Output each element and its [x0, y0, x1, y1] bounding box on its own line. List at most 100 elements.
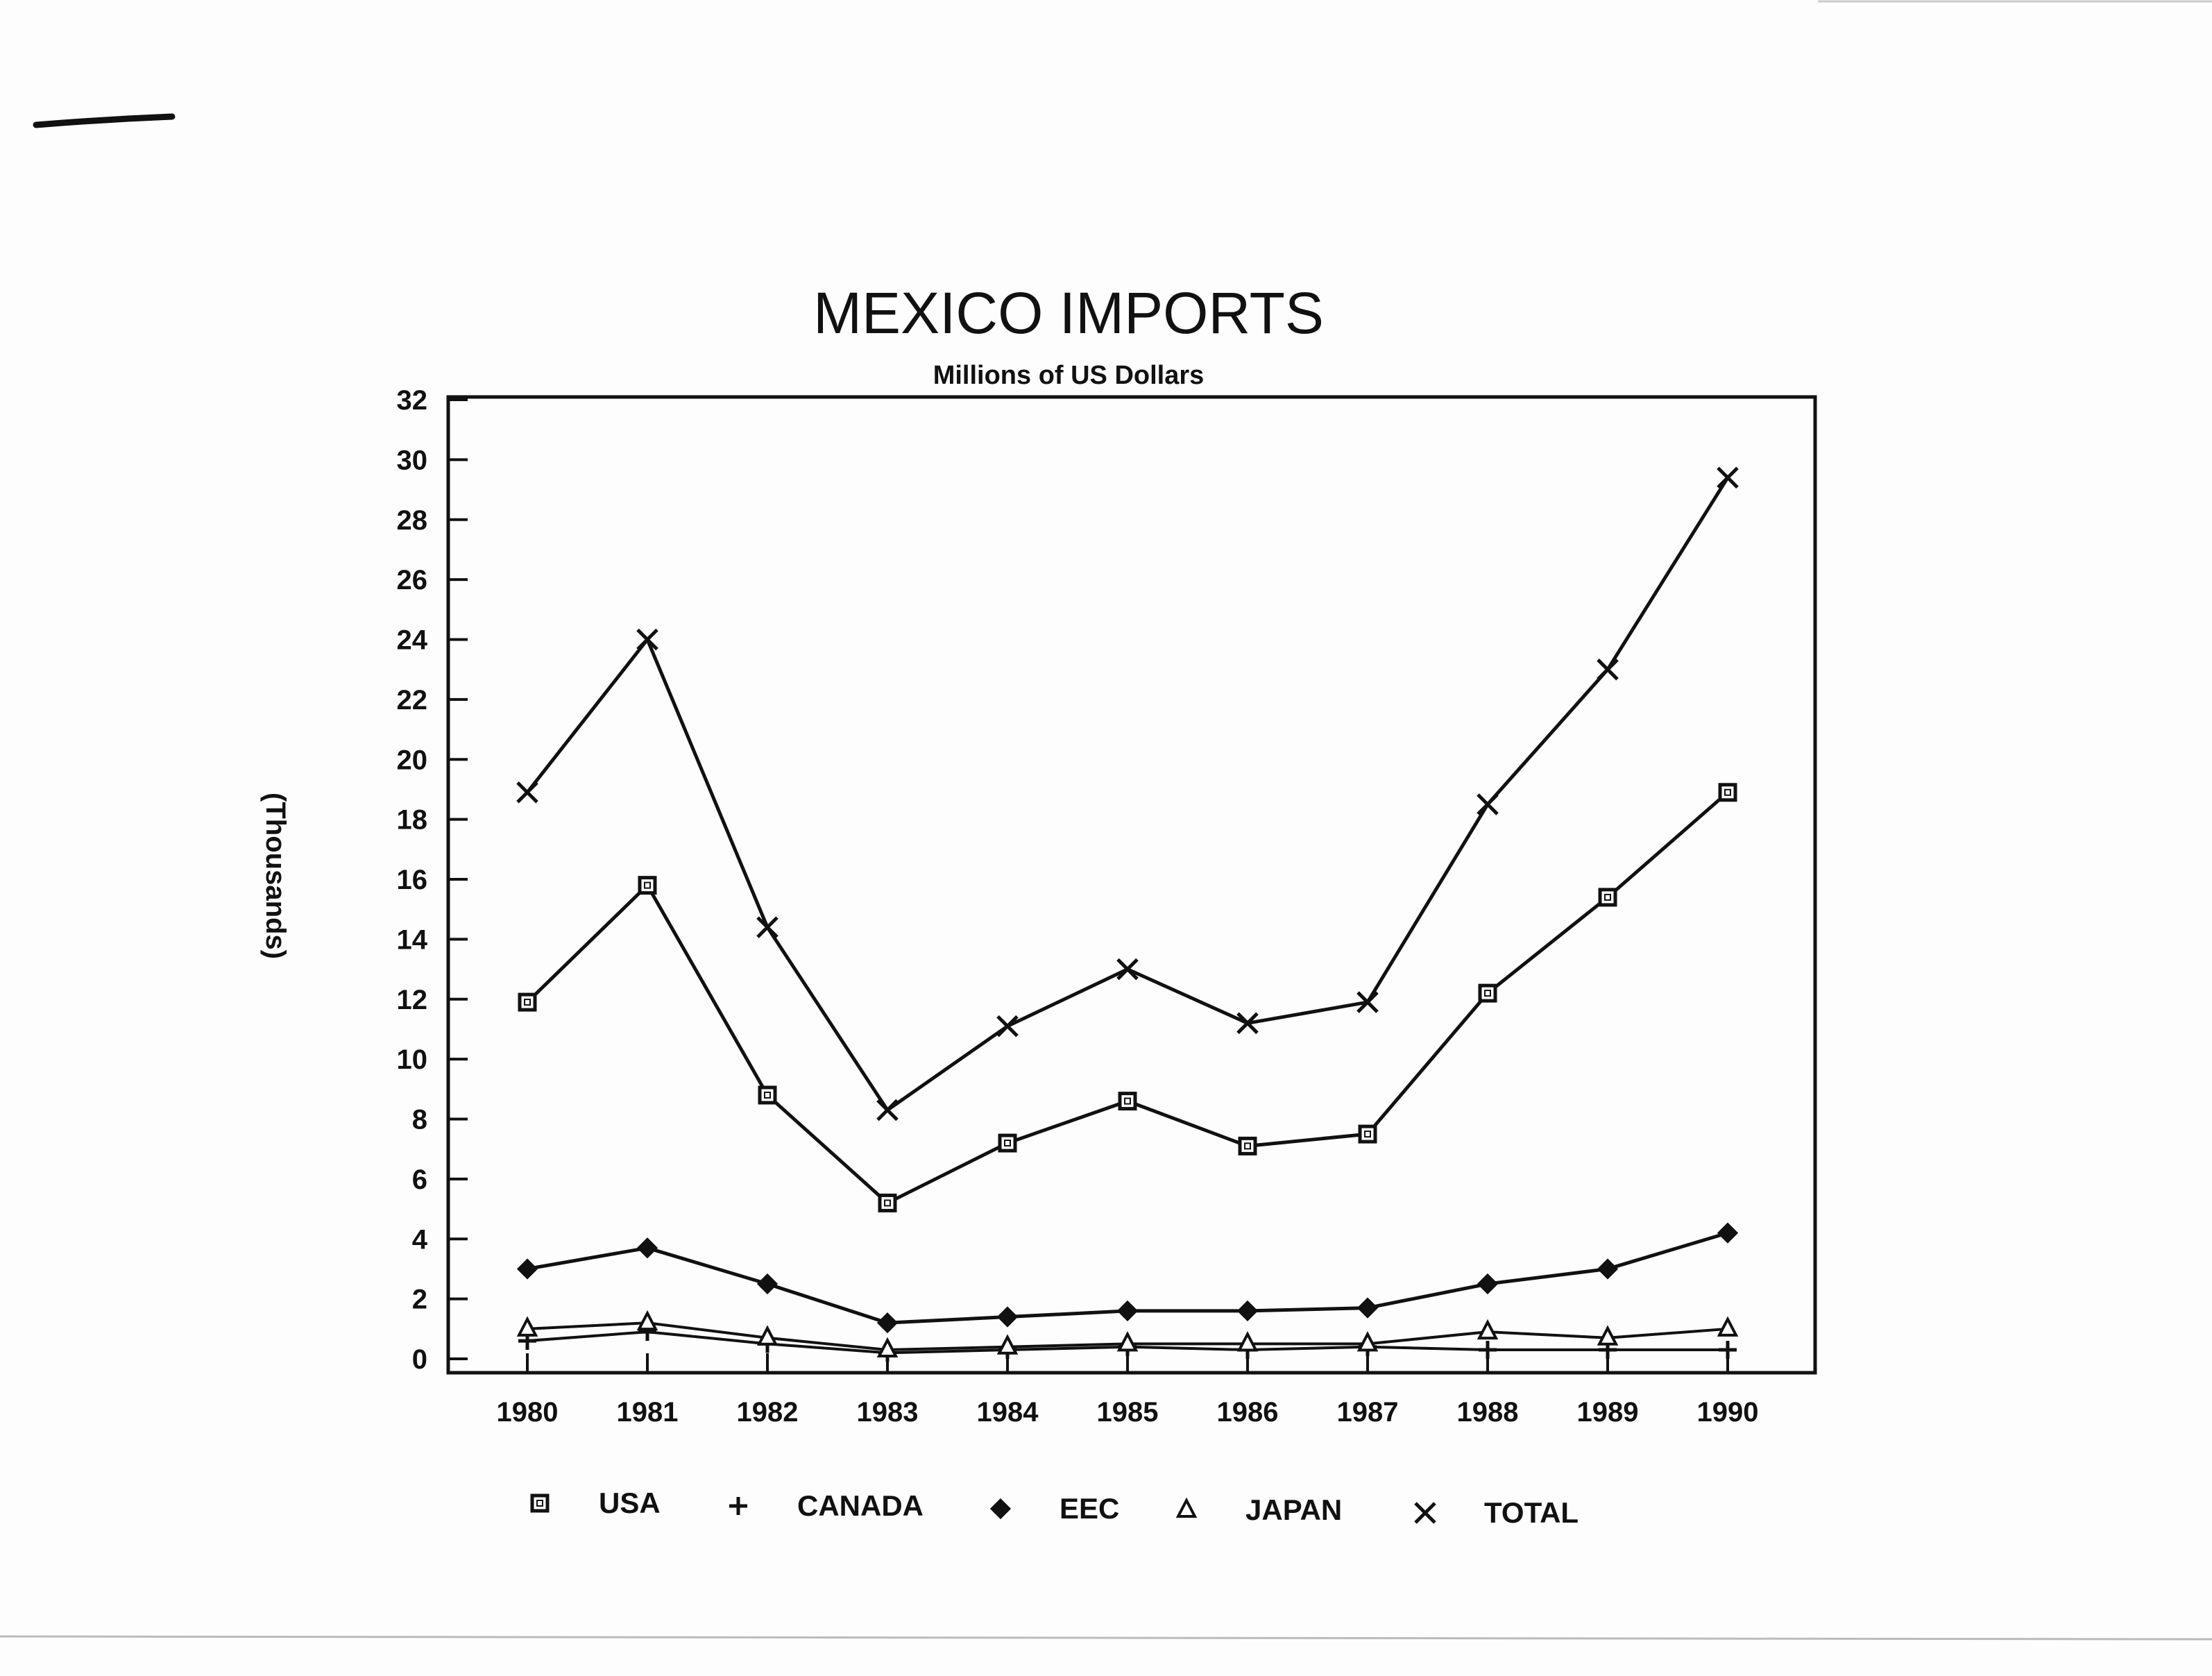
x-tick-label: 1980	[497, 1397, 559, 1428]
data-point-usa	[1118, 1092, 1137, 1111]
legend-label-canada: CANADA	[797, 1489, 924, 1522]
series-eec	[516, 1222, 1739, 1334]
y-tick-label: 0	[412, 1344, 427, 1375]
legend-label-eec: EEC	[1060, 1492, 1119, 1525]
data-point-total	[1477, 793, 1499, 815]
data-point-total	[1597, 658, 1619, 681]
data-point-eec	[996, 1306, 1019, 1328]
data-point-eec	[756, 1273, 779, 1295]
data-point-usa	[1238, 1136, 1257, 1156]
legend-item-japan: JAPAN	[1175, 1493, 1342, 1526]
legend: USA CANADA EEC JAPAN TOTAL	[530, 1487, 1579, 1529]
data-point-canada	[1719, 1341, 1737, 1360]
x-tick-label: 1981	[617, 1397, 679, 1428]
data-point-usa	[1718, 783, 1737, 802]
chart-title: MEXICO IMPORTS	[813, 280, 1324, 346]
data-point-usa	[878, 1193, 897, 1212]
scan-edge-bottom	[0, 1635, 2212, 1641]
plot-frame	[446, 395, 1817, 1375]
data-point-usa	[1358, 1124, 1377, 1144]
data-point-japan	[1477, 1319, 1499, 1340]
y-tick-label: 32	[397, 385, 428, 416]
x-tick-label: 1988	[1457, 1397, 1519, 1428]
legend-marker-canada	[729, 1497, 747, 1515]
series-layer	[516, 466, 1739, 1362]
data-point-canada	[1479, 1341, 1497, 1360]
x-tick-label: 1983	[857, 1397, 919, 1428]
data-point-japan	[756, 1325, 779, 1346]
chart-subtitle: Millions of US Dollars	[933, 361, 1205, 390]
y-tick-label: 22	[397, 685, 428, 716]
y-tick-label: 10	[397, 1044, 428, 1075]
scan-mark	[33, 113, 176, 128]
data-point-japan	[516, 1316, 538, 1337]
x-tick-label: 1990	[1697, 1397, 1759, 1428]
legend-marker-japan	[1175, 1497, 1198, 1518]
data-point-total	[876, 1099, 899, 1121]
data-point-usa	[1598, 888, 1617, 907]
series-usa	[518, 783, 1737, 1212]
data-point-usa	[1478, 983, 1497, 1003]
data-point-japan	[1116, 1331, 1139, 1352]
data-point-total	[1717, 466, 1739, 489]
data-point-eec	[1597, 1258, 1619, 1280]
legend-label-usa: USA	[599, 1487, 661, 1519]
x-tick-label: 1985	[1097, 1397, 1159, 1428]
data-point-total	[1356, 991, 1379, 1013]
y-tick-label: 12	[397, 985, 428, 1015]
data-point-eec	[636, 1237, 658, 1259]
data-point-japan	[1236, 1331, 1259, 1352]
y-tick-label: 4	[412, 1224, 428, 1255]
series-line-total	[526, 476, 1730, 1112]
data-point-japan	[636, 1310, 658, 1331]
legend-marker-usa	[530, 1493, 550, 1513]
data-point-japan	[1356, 1331, 1379, 1352]
y-tick-label: 16	[397, 865, 428, 895]
x-axis: 1980 1981 1982 1983 1984 1985 1986 1987 1988 1989…	[497, 1353, 1759, 1428]
x-tick-label: 1989	[1577, 1397, 1639, 1428]
legend-label-total: TOTAL	[1484, 1496, 1579, 1529]
legend-label-japan: JAPAN	[1245, 1493, 1342, 1526]
data-point-usa	[998, 1133, 1017, 1153]
data-point-japan	[996, 1334, 1019, 1355]
data-point-total	[756, 916, 779, 938]
y-axis-label: (Thousands)	[260, 793, 291, 959]
data-point-total	[1236, 1012, 1259, 1035]
y-tick-label: 8	[412, 1105, 427, 1135]
data-point-total	[636, 628, 658, 651]
y-tick-label: 14	[397, 924, 428, 955]
data-point-total	[1116, 958, 1139, 981]
legend-marker-total	[1414, 1502, 1436, 1524]
series-total	[516, 466, 1739, 1121]
data-point-japan	[1717, 1316, 1739, 1337]
x-tick-label: 1986	[1217, 1397, 1279, 1428]
data-point-usa	[758, 1085, 777, 1105]
legend-item-total: TOTAL	[1414, 1496, 1579, 1529]
series-line-usa	[526, 790, 1729, 1205]
y-tick-label: 20	[397, 745, 428, 775]
series-japan	[516, 1310, 1739, 1358]
data-point-eec	[1116, 1300, 1139, 1322]
data-point-eec	[516, 1258, 538, 1280]
data-point-total	[996, 1015, 1019, 1038]
y-tick-label: 6	[412, 1165, 427, 1195]
data-point-total	[516, 781, 538, 804]
x-tick-label: 1984	[977, 1397, 1039, 1428]
legend-item-canada: CANADA	[729, 1489, 924, 1522]
y-tick-label: 2	[412, 1285, 427, 1315]
data-point-japan	[1597, 1325, 1619, 1346]
data-point-usa	[638, 876, 657, 895]
data-point-eec	[1236, 1300, 1259, 1322]
y-tick-label: 18	[397, 805, 428, 836]
y-tick-label: 28	[397, 505, 428, 536]
legend-marker-eec	[989, 1498, 1012, 1520]
data-point-eec	[1477, 1273, 1499, 1295]
y-tick-label: 26	[397, 565, 428, 595]
legend-item-eec: EEC	[989, 1492, 1119, 1525]
y-tick-label: 24	[397, 625, 428, 656]
data-point-eec	[876, 1312, 899, 1334]
data-point-eec	[1717, 1222, 1739, 1244]
